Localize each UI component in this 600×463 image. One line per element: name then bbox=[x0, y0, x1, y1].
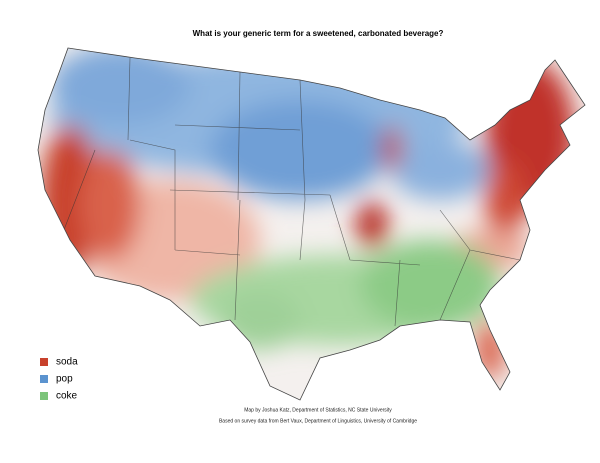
map bbox=[38, 48, 585, 400]
legend-swatch bbox=[40, 392, 48, 400]
legend-label: soda bbox=[56, 357, 78, 368]
legend-label: pop bbox=[56, 374, 73, 385]
legend-swatch bbox=[40, 358, 48, 366]
title: What is your generic term for a sweetene… bbox=[193, 29, 444, 38]
legend-label: coke bbox=[56, 391, 78, 402]
credit-line: Map by Joshua Katz, Department of Statis… bbox=[244, 407, 392, 413]
legend-swatch bbox=[40, 375, 48, 383]
credit-line: Based on survey data from Bert Vaux, Dep… bbox=[219, 418, 417, 424]
legend: soda pop coke bbox=[40, 357, 78, 402]
